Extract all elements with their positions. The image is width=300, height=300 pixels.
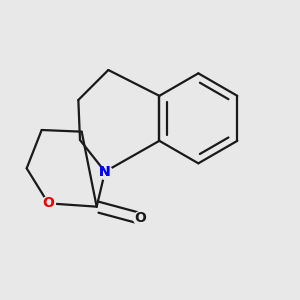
Text: O: O xyxy=(134,211,146,225)
Text: N: N xyxy=(99,165,111,179)
Text: O: O xyxy=(42,196,54,210)
Text: N: N xyxy=(99,165,111,179)
